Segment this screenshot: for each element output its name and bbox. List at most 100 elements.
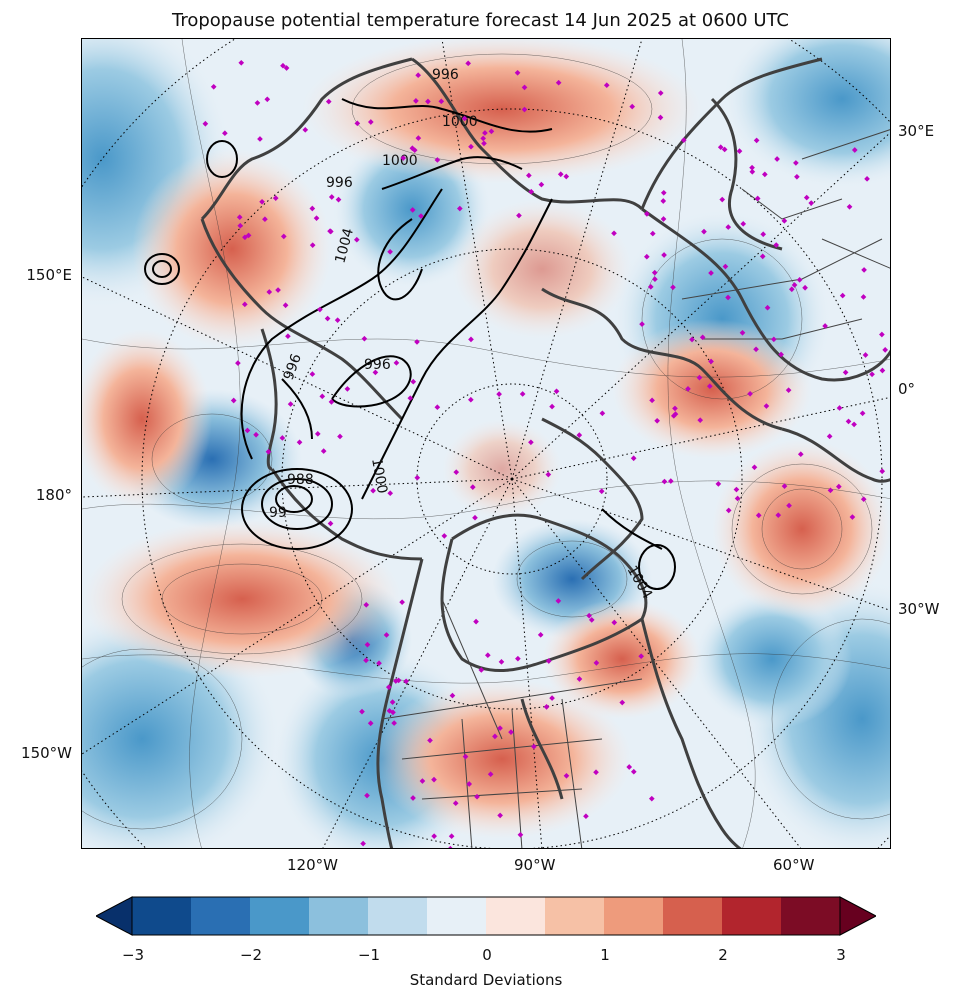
station-marker (862, 352, 869, 358)
station-marker (869, 371, 875, 378)
station-marker (328, 194, 335, 200)
station-marker (649, 230, 656, 237)
station-marker (235, 360, 241, 366)
station-marker (403, 678, 409, 685)
station-marker (414, 339, 420, 345)
station-marker (680, 137, 687, 143)
station-marker (760, 231, 767, 238)
colorbar-bin (545, 897, 605, 935)
station-marker (685, 386, 691, 392)
colorbar-bin (309, 897, 369, 935)
station-marker (648, 795, 655, 802)
station-marker (519, 391, 526, 397)
lon-label-right-1: 0° (898, 380, 916, 398)
station-marker (259, 198, 265, 205)
station-marker (644, 211, 650, 217)
station-marker (557, 171, 564, 178)
station-marker (725, 224, 732, 230)
station-marker (619, 699, 626, 706)
station-marker (360, 840, 366, 847)
station-marker (781, 483, 788, 490)
station-marker (715, 481, 722, 487)
station-marker (237, 222, 244, 229)
station-marker (244, 427, 251, 434)
station-marker (478, 667, 485, 673)
colorbar-bin (132, 897, 192, 935)
station-marker (434, 404, 441, 411)
colorbar-bin (368, 897, 428, 935)
station-marker (826, 433, 833, 440)
station-marker (514, 69, 521, 76)
station-marker (755, 512, 762, 519)
station-marker (526, 172, 532, 179)
station-marker (549, 403, 555, 410)
map-panel: 996 1000 996 1004 996 1000 988 99 1004 9… (81, 38, 891, 849)
station-marker (802, 284, 808, 291)
station-marker (521, 84, 528, 91)
station-marker (531, 743, 537, 750)
station-marker (473, 618, 479, 625)
station-marker (630, 768, 637, 775)
anomaly-field (82, 39, 890, 848)
station-marker (431, 833, 437, 840)
station-marker (275, 287, 281, 293)
station-marker (753, 346, 759, 353)
station-marker (241, 301, 248, 308)
station-marker (472, 514, 478, 521)
station-marker (517, 831, 524, 838)
station-marker (749, 168, 756, 175)
station-marker (555, 598, 562, 604)
station-marker (363, 602, 370, 608)
station-marker (753, 137, 760, 144)
station-marker (846, 203, 853, 210)
station-marker (353, 236, 360, 243)
borders (381, 129, 890, 848)
station-marker (344, 386, 351, 392)
station-marker (647, 283, 654, 290)
station-marker (272, 195, 279, 201)
station-marker (438, 98, 445, 105)
station-marker (845, 418, 852, 425)
station-marker (468, 336, 474, 343)
station-marker (480, 135, 486, 142)
contour-labels: 996 1000 996 1004 996 1000 988 99 1004 9… (269, 67, 655, 602)
station-marker (474, 793, 480, 800)
contour-label: 996 (364, 357, 391, 373)
station-marker (372, 369, 379, 376)
station-marker (391, 720, 397, 726)
station-marker (508, 729, 514, 735)
contour-label: 996 (326, 175, 353, 191)
station-marker (528, 188, 535, 195)
station-marker (236, 214, 243, 221)
station-marker (553, 388, 560, 395)
station-marker (320, 448, 327, 454)
station-marker (461, 115, 468, 122)
station-marker (708, 358, 714, 365)
station-marker (630, 455, 637, 462)
station-marker (851, 147, 858, 153)
contour-label: 99 (269, 505, 287, 521)
station-marker (328, 399, 335, 405)
station-marker (393, 359, 400, 366)
station-marker (717, 144, 724, 151)
station-marker (354, 120, 361, 127)
station-marker (409, 207, 416, 213)
station-marker (563, 772, 570, 779)
station-marker (797, 451, 804, 458)
station-marker (452, 800, 459, 807)
station-marker (751, 464, 758, 471)
station-marker (265, 448, 272, 455)
station-marker (449, 692, 456, 699)
thin-contours (82, 39, 890, 848)
station-marker (264, 96, 271, 103)
station-marker (788, 286, 795, 293)
colorbar-tick-3: 0 (482, 946, 492, 964)
station-marker (287, 401, 294, 407)
station-marker (469, 484, 476, 490)
station-marker (734, 495, 741, 502)
station-marker (747, 390, 753, 397)
contour-label: 1000 (382, 153, 418, 169)
station-marker (468, 396, 474, 403)
station-marker (538, 181, 545, 188)
station-marker (593, 660, 600, 666)
